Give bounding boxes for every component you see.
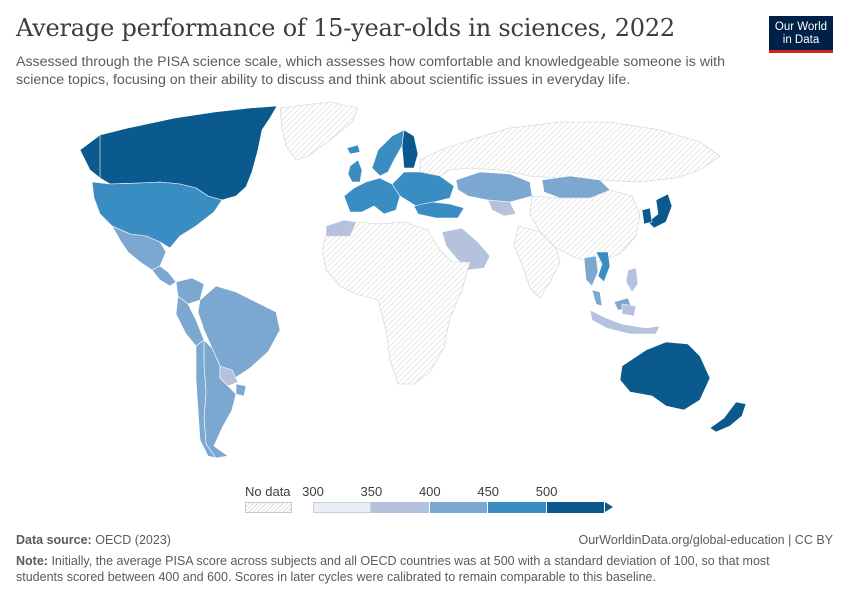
country-new-zealand[interactable] [709,401,747,433]
source-label: Data source: [16,533,92,547]
legend-no-data-label: No data [245,484,291,499]
country-turkey[interactable] [413,201,465,219]
legend-bin[interactable] [429,502,489,513]
country-india[interactable] [513,225,561,299]
source-url[interactable]: OurWorldinData.org/global-education | CC… [578,533,833,547]
note-text: Initially, the average PISA score across… [16,554,770,584]
country-indonesia[interactable] [589,303,661,335]
chart-title: Average performance of 15-year-olds in s… [16,14,675,42]
source-value[interactable]: OECD (2023) [95,533,171,547]
legend-bin[interactable] [488,502,547,513]
country-vietnam[interactable] [595,251,611,283]
country-scandinavia[interactable] [371,129,405,177]
country-western-europe[interactable] [343,177,401,215]
country-uzbekistan[interactable] [487,199,517,217]
legend-tick-label: 350 [360,484,383,499]
legend-tick-label: 450 [477,484,500,499]
country-africa[interactable] [321,221,471,385]
note-label: Note: [16,554,48,568]
country-australia[interactable] [619,341,711,411]
legend-bin[interactable] [546,502,605,513]
country-finland[interactable] [401,129,419,169]
legend-tick-label: 500 [535,484,558,499]
owid-logo[interactable]: Our World in Data [769,16,833,53]
country-colombia[interactable] [175,277,205,305]
country-korea[interactable] [641,207,653,225]
country-chile[interactable] [195,339,217,459]
country-iceland[interactable] [346,144,361,155]
country-russia[interactable] [419,121,721,183]
country-uk-ireland[interactable] [347,159,363,183]
country-kazakhstan[interactable] [455,171,533,203]
country-eastern-europe[interactable] [391,171,455,207]
color-legend: No data 300 350 400 450 500 [244,484,614,520]
legend-bin[interactable] [313,502,372,513]
logo-line-1: Our World [774,21,828,33]
legend-bin[interactable] [371,502,430,513]
legend-tick-label: 400 [418,484,441,499]
legend-arrow [605,502,613,512]
country-brazil[interactable] [197,285,281,381]
country-thailand[interactable] [583,255,599,287]
country-central-america[interactable] [151,265,177,287]
country-paraguay[interactable] [219,365,239,387]
data-source: Data source: OECD (2023) [16,533,171,547]
legend-no-data-swatch [245,502,292,513]
chart-note: Note: Initially, the average PISA score … [16,553,816,585]
country-philippines[interactable] [625,267,639,293]
legend-tick-label: 300 [302,484,324,499]
world-map [79,101,747,459]
country-greenland[interactable] [279,101,359,161]
country-uruguay[interactable] [235,383,247,397]
chart-subtitle: Assessed through the PISA science scale,… [16,54,725,88]
logo-line-2: in Data [782,33,820,46]
country-saudi-arabia[interactable] [441,227,491,271]
country-japan[interactable] [647,193,673,229]
